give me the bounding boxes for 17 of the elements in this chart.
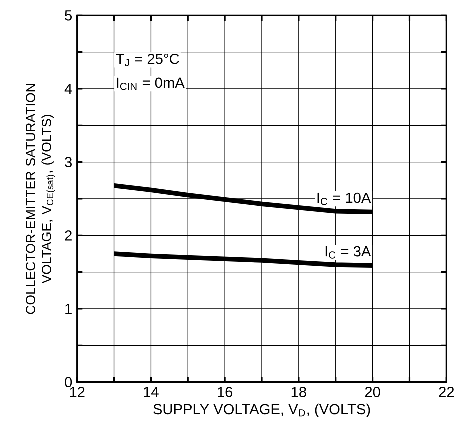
x-tick-label: 22	[439, 387, 454, 398]
x-tick-label: 14	[144, 387, 159, 398]
annotation: T$_{J}$ = 25°C	[116, 54, 180, 66]
x-tick-label: 20	[365, 387, 380, 398]
annotation: I$_{CIN}$ = 0mA	[117, 78, 185, 90]
series-label: I$_{C}$ = 3A	[326, 246, 372, 259]
x-axis-title: SUPPLY VOLTAGE, V$_{D}$, (VOLTS)	[154, 404, 370, 418]
y-tick-label: 1	[66, 304, 72, 314]
x-tick-label: 12	[70, 387, 85, 398]
y-tick-label: 5	[65, 10, 72, 21]
x-tick-label: 18	[292, 387, 306, 398]
y-tick-label: 2	[65, 230, 72, 241]
y-tick-label: 4	[64, 84, 72, 94]
y-tick-label: 0	[65, 377, 72, 388]
series-label: I$_{C}$ = 10A	[318, 192, 372, 206]
x-tick-label: 16	[218, 387, 233, 398]
y-tick-label: 3	[65, 157, 72, 168]
